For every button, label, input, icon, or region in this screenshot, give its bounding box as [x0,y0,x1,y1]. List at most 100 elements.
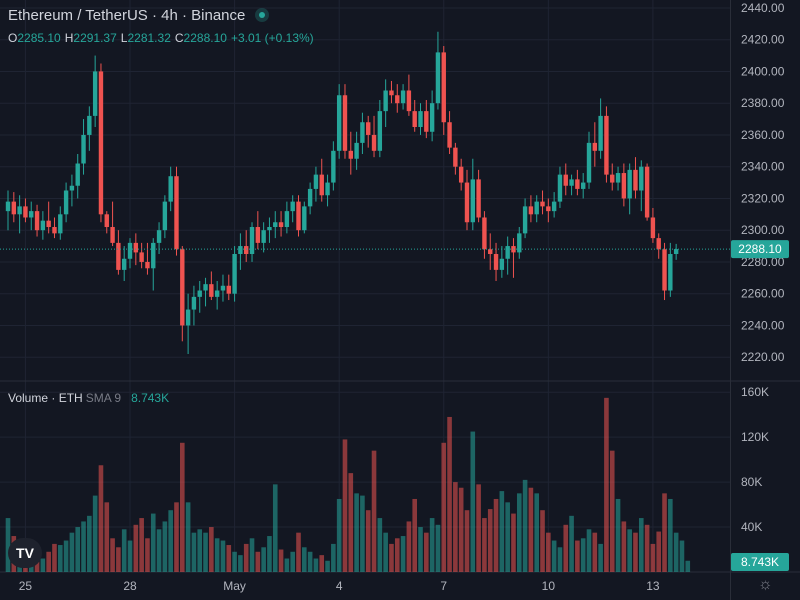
time-tick-label: 28 [123,579,137,593]
volume-bar [685,560,691,572]
volume-bar [255,551,261,572]
candle-body [464,182,470,223]
candle [499,246,505,278]
symbol-title[interactable]: Ethereum / TetherUS · 4h · Binance [8,7,246,24]
volume-bar [505,502,510,572]
candle [517,227,522,259]
volume-bar [46,551,51,572]
candle [429,90,435,142]
tradingview-logo[interactable]: TV [8,538,42,568]
time-tick-label: 7 [440,579,447,593]
volume-bar [150,513,156,572]
candle-body [453,147,458,167]
volume-legend[interactable]: Volume · ETH SMA 9 8.743K [8,391,169,405]
volume-bar [418,527,423,572]
time-tick-label: May [223,579,246,593]
candle [302,201,307,234]
volume-bar [621,521,627,572]
price-tick-label: 2420.00 [741,33,785,47]
volume-bar [673,532,679,572]
volume-bar [220,540,226,572]
volume-bar [371,450,377,572]
candle-body [249,227,255,254]
volume-bar [296,532,301,572]
candle-body [505,246,510,259]
volume-bar [203,532,208,572]
volume-bar [232,551,237,572]
low-value: 2281.32 [127,31,171,45]
volume-bar [575,540,580,572]
candle-body [214,290,220,297]
price-tick-label: 2320.00 [741,191,785,205]
candle-body [17,206,22,215]
candle-body [534,201,539,215]
volume-bar [406,521,412,572]
volume-bar [180,442,185,572]
candle [116,230,121,275]
last-price-tag-bg [731,240,789,259]
volume-bar [580,538,586,572]
settings-gear-icon[interactable]: ☼ [758,576,773,593]
candle-body [389,90,394,96]
candle [615,166,621,191]
volume-label: Volume · ETH [8,391,83,405]
candle [296,195,301,237]
candle [331,141,336,191]
volume-bar [92,495,98,572]
candle [5,190,11,231]
candle [58,206,63,240]
candle [168,166,173,212]
candle-body [662,249,667,291]
price-tick-label: 2440.00 [741,1,785,15]
symbol-header[interactable]: Ethereum / TetherUS · 4h · Binance [8,7,270,24]
candle-body [180,249,185,326]
candle-body [615,173,621,183]
volume-bar [615,498,621,572]
candle-body [395,95,400,104]
candle [400,84,406,110]
volume-bar [394,538,400,572]
candle-body [110,227,115,243]
volume-bars [5,397,691,572]
candle-body [383,90,388,112]
candle-body [639,166,644,191]
candle [598,98,603,159]
candle [238,233,243,270]
volume-bar [116,547,121,572]
candle-body [633,169,638,191]
axes: 2220.00 2240.00 2260.00 2280.00 2300.00 2320.… [19,1,789,593]
candle [348,131,353,175]
candle [610,163,615,191]
price-tick-label: 2380.00 [741,96,785,110]
candle [17,195,22,234]
candle-body [267,227,272,231]
candle-body [133,242,139,253]
candle [621,163,627,207]
candle [232,246,237,302]
candle [418,103,423,135]
candle-body [476,179,481,218]
volume-bar [650,543,656,572]
candle [284,201,290,234]
candle-body [470,179,475,223]
candle-body [592,142,598,151]
candle-body [307,188,313,207]
candle-body [377,111,383,151]
candle [197,280,202,313]
last-volume-tag-bg [731,553,789,571]
candle [267,217,272,243]
price-tick-label: 2300.00 [741,223,785,237]
candle-body [156,230,162,243]
candle-body [11,201,17,215]
volume-bar [557,547,563,572]
volume-bar [87,515,92,572]
volume-bar [272,484,278,572]
candle [273,211,278,239]
volume-bar [516,493,522,572]
candle-body [557,174,563,202]
candle-body [435,52,441,104]
volume-bar [482,518,487,572]
volume-bar [499,491,505,572]
volume-bar [168,510,173,572]
